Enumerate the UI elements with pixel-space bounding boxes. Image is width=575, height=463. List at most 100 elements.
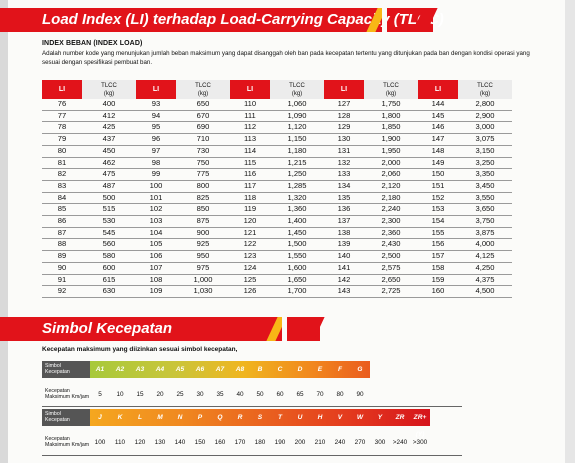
speed-symbol: P: [197, 414, 203, 421]
max-speed-value: 170: [234, 438, 246, 446]
li-value: 83: [42, 180, 82, 193]
speed-symbol: Y: [377, 414, 383, 421]
table-row: 79 437 96 710 113 1,150 130 1,900 147 3,075: [42, 133, 512, 146]
tlcc-value: 425: [82, 121, 136, 135]
li-value: 93: [136, 99, 176, 111]
max-speed-value: 240: [334, 438, 346, 446]
li-value: 148: [418, 145, 458, 158]
tlcc-value: 475: [82, 168, 136, 181]
max-speed-value: 300: [374, 438, 386, 446]
tlcc-value: 1,215: [270, 157, 324, 170]
li-value: 119: [230, 203, 270, 217]
speed-symbol: A4: [155, 366, 165, 373]
li-value: 113: [230, 133, 270, 146]
speed-symbol: F: [337, 366, 343, 373]
tlcc-header-unit: (kg): [103, 90, 115, 97]
li-value: 77: [42, 110, 82, 123]
li-value: 89: [42, 250, 82, 263]
symbol-cells-1: A1 A2 A3 A4 A5 A6 A7 A8 B C D E F G: [90, 361, 370, 378]
speed-symbol: ZR+(Y): [413, 414, 427, 438]
speed-symbol: L: [137, 414, 143, 421]
divider: [42, 406, 462, 407]
speed-symbol: G: [357, 366, 363, 373]
max-speed-value: >300: [412, 438, 428, 446]
tlcc-value: 850: [176, 203, 230, 217]
table-row: 81 462 98 750 115 1,215 132 2,000 149 3,250: [42, 157, 512, 170]
li-value: 136: [324, 203, 364, 217]
li-header: LI: [136, 80, 176, 99]
tlcc-value: 825: [176, 192, 230, 205]
table-row: 84 500 101 825 118 1,320 135 2,180 152 3,550: [42, 192, 512, 205]
section-title-bar-speed-symbol: Simbol Kecepatan: [0, 317, 325, 341]
tlcc-value: 2,500: [364, 250, 418, 263]
table-row: 86 530 103 875 120 1,400 137 2,300 154 3,750: [42, 215, 512, 228]
tlcc-header-unit: (kg): [385, 90, 397, 97]
tlcc-value: 580: [82, 250, 136, 263]
speed-symbol: K: [117, 414, 123, 421]
speed-symbol: V: [337, 414, 343, 421]
tlcc-value: 2,120: [364, 180, 418, 193]
li-value: 142: [324, 274, 364, 287]
li-value: 86: [42, 215, 82, 228]
speed-label: Kecepatan Maksimum Km/jam: [45, 436, 90, 448]
li-value: 80: [42, 145, 82, 158]
table-row: 90 600 107 975 124 1,600 141 2,575 158 4,250: [42, 262, 512, 275]
tlcc-value: 1,650: [270, 274, 324, 287]
table-row: 78 425 95 690 112 1,120 129 1,850 146 3,000: [42, 121, 512, 135]
tlcc-value: 487: [82, 180, 136, 193]
li-value: 131: [324, 145, 364, 158]
table-row: 91 615 108 1,000 125 1,650 142 2,650 159 4,375: [42, 274, 512, 287]
tlcc-value: 2,725: [364, 285, 418, 298]
tlcc-value: 600: [82, 262, 136, 275]
tlcc-header-label: TLCC: [383, 82, 399, 89]
li-value: 134: [324, 180, 364, 193]
tlcc-value: 1,285: [270, 180, 324, 193]
tlcc-value: 2,430: [364, 238, 418, 252]
li-value: 150: [418, 168, 458, 181]
speed-symbol: S: [257, 414, 263, 421]
tlcc-value: 1,550: [270, 250, 324, 263]
tlcc-value: 800: [176, 180, 230, 193]
max-speed-value: 10: [116, 390, 124, 398]
title-bar-gap: [382, 8, 387, 32]
speed-symbol: A6: [195, 366, 205, 373]
li-value: 128: [324, 110, 364, 123]
tlcc-value: 3,150: [458, 145, 512, 158]
li-value: 144: [418, 99, 458, 111]
max-speed-value: 5: [98, 390, 102, 398]
tlcc-value: 545: [82, 227, 136, 240]
li-value: 120: [230, 215, 270, 228]
tlcc-header-label: TLCC: [289, 82, 305, 89]
table-row: 77 412 94 670 111 1,090 128 1,800 145 2,900: [42, 110, 512, 123]
li-value: 155: [418, 227, 458, 240]
tlcc-value: 2,000: [364, 157, 418, 170]
tlcc-value: 3,750: [458, 215, 512, 228]
li-value: 99: [136, 168, 176, 181]
li-value: 151: [418, 180, 458, 193]
table-row: 92 630 109 1,030 126 1,700 143 2,725 160 4,500: [42, 285, 512, 298]
speed-symbol: A3: [135, 366, 145, 373]
table-row: 83 487 100 800 117 1,285 134 2,120 151 3,450: [42, 180, 512, 193]
tlcc-value: 3,450: [458, 180, 512, 193]
max-speed-value: 150: [194, 438, 206, 446]
tlcc-header-label: TLCC: [477, 82, 493, 89]
li-value: 111: [230, 110, 270, 123]
tlcc-value: 900: [176, 227, 230, 240]
speed-symbol: M: [157, 414, 163, 421]
tlcc-value: 2,240: [364, 203, 418, 217]
li-value: 81: [42, 157, 82, 170]
symbol-cells-2: J K L M N P Q R S T U H V W Y ZR ZR+(Y): [90, 409, 430, 438]
right-page-edge: [565, 0, 575, 463]
li-value: 158: [418, 262, 458, 275]
tlcc-value: 2,360: [364, 227, 418, 240]
tlcc-value: 2,800: [458, 99, 512, 111]
index-load-description: Adalah number kode yang menunjukan jumla…: [42, 50, 530, 66]
speed-symbol: E: [317, 366, 323, 373]
speed-symbol: A7: [215, 366, 225, 373]
tlcc-value: 1,850: [364, 121, 418, 135]
tlcc-header: TLCC (kg): [82, 80, 136, 99]
speed-symbol: T: [277, 414, 283, 421]
li-value: 110: [230, 99, 270, 111]
speed-symbol: ZR: [395, 414, 405, 421]
li-value: 153: [418, 203, 458, 217]
